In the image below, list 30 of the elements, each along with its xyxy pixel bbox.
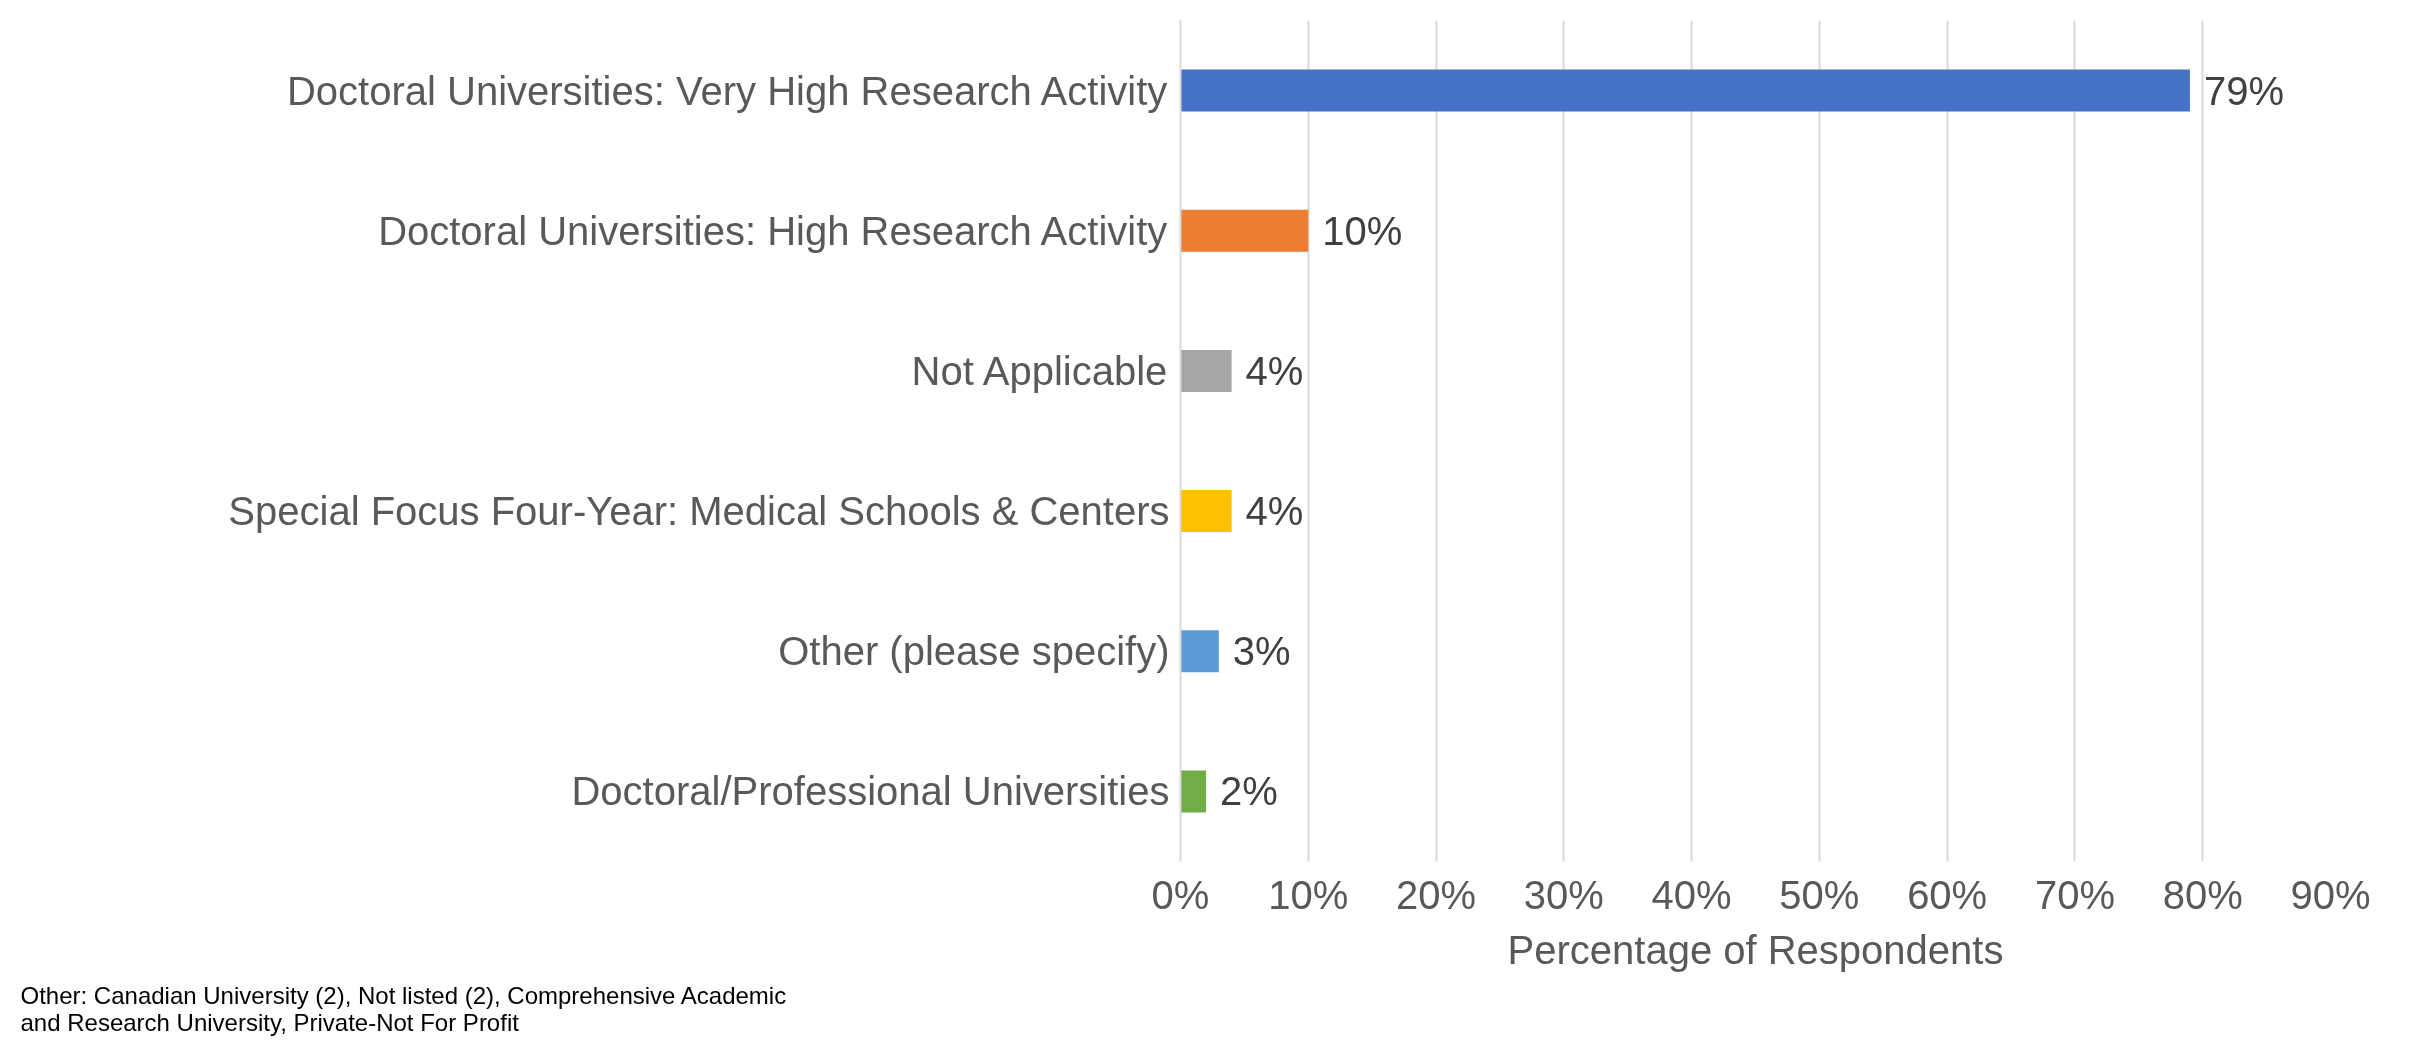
- y-tick-label: Special Focus Four-Year: Medical Schools & Centers: [228, 489, 1170, 534]
- x-tick-label: 70%: [2034, 872, 2115, 917]
- y-tick-label: Doctoral Universities: Very High Research Activity: [286, 68, 1168, 113]
- y-tick-label: Doctoral/Professional Universities: [571, 769, 1170, 814]
- x-tick-label: 20%: [1396, 872, 1477, 917]
- x-tick-label: 80%: [2162, 872, 2243, 917]
- x-tick-label: 10%: [1268, 872, 1349, 917]
- bar: [1180, 69, 2190, 112]
- data-label: 3%: [1232, 629, 1291, 674]
- data-label: 10%: [1322, 208, 1403, 253]
- data-label: 4%: [1245, 489, 1304, 534]
- y-tick-label: Not Applicable: [911, 348, 1168, 393]
- x-tick-label: 40%: [1651, 872, 1732, 917]
- bar: [1180, 490, 1232, 533]
- data-label: 79%: [2203, 68, 2285, 113]
- text: Other: Canadian University (2), Not listed (2), Comprehensive Academic and Research University, Private-Not For Profit: [20, 981, 787, 1036]
- y-tick-label: Other (please specify): [778, 629, 1170, 674]
- bar: [1180, 770, 1207, 813]
- x-axis-title: Percentage of Respondents: [1507, 927, 2004, 972]
- bar: [1180, 209, 1309, 252]
- bar: [1180, 349, 1232, 392]
- x-tick-label: 60%: [1907, 872, 1988, 917]
- x-tick-label: 30%: [1523, 872, 1604, 917]
- data-label: 2%: [1220, 769, 1278, 814]
- x-tick-label: 90%: [2290, 872, 2371, 917]
- y-tick-label: Doctoral Universities: High Research Activity: [378, 208, 1168, 253]
- x-tick-label: 0%: [1151, 872, 1210, 917]
- x-tick-label: 50%: [1779, 872, 1860, 917]
- data-label: 4%: [1245, 348, 1304, 393]
- bar: [1180, 630, 1219, 673]
